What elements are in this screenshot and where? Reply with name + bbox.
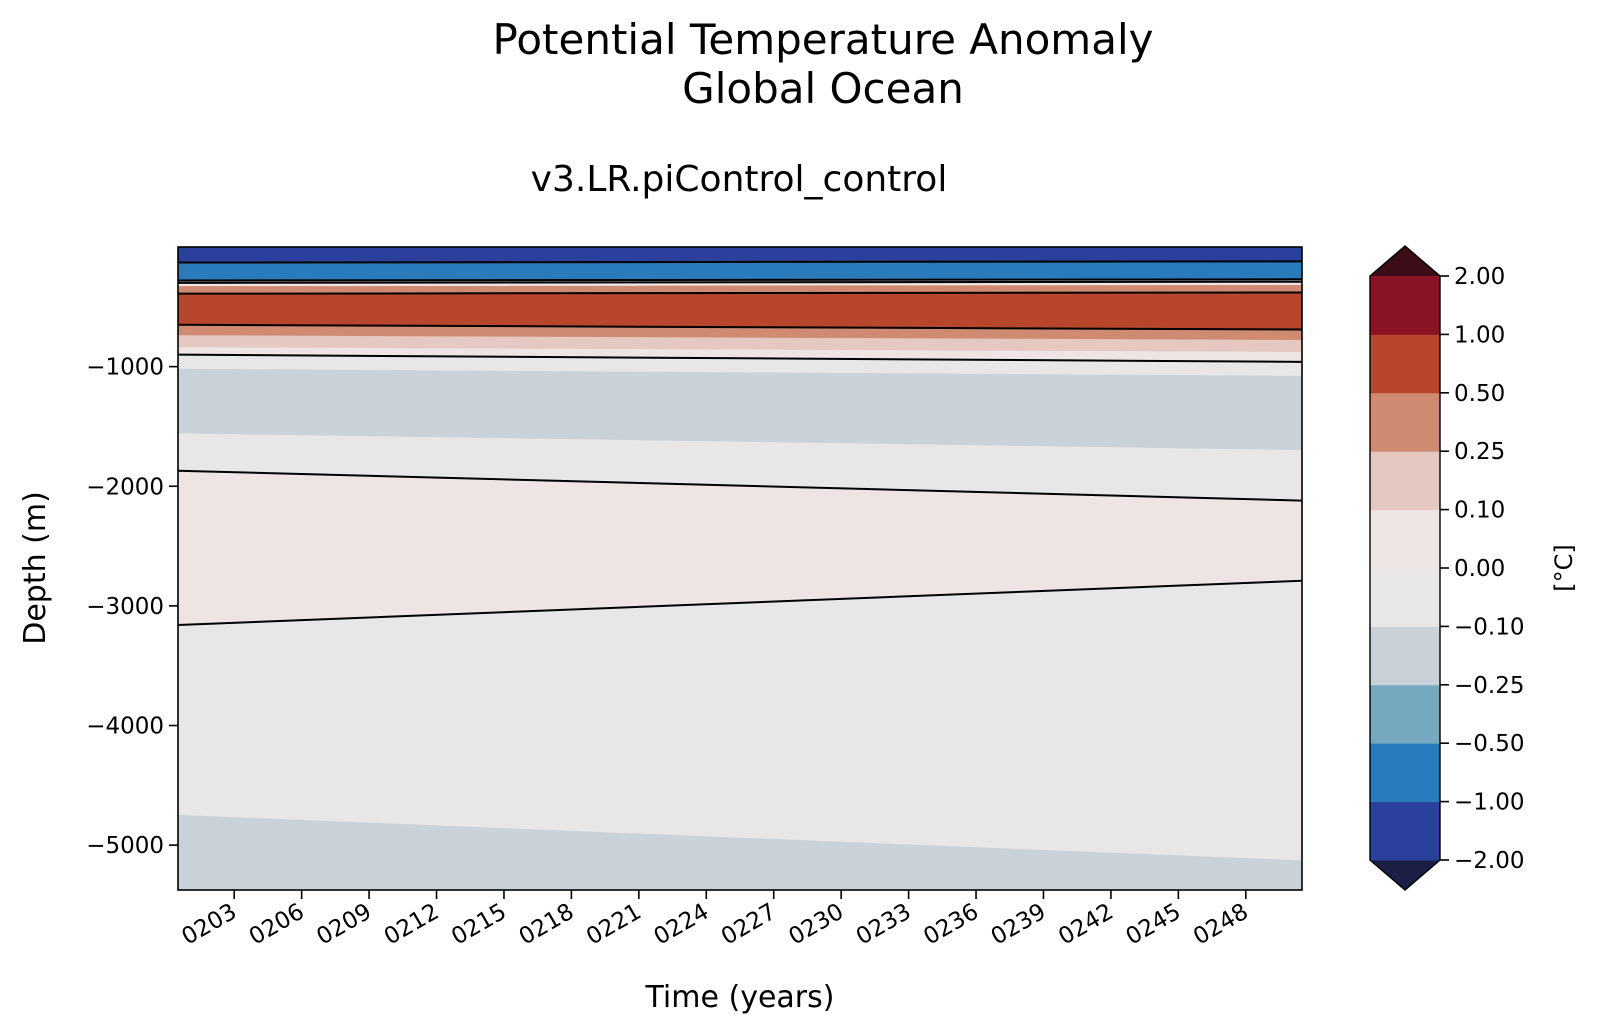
contour-line-1 (177, 278, 1303, 282)
colorbar-tick-label-3: −0.25 (1454, 673, 1524, 699)
x-tick-label-12: 0239 (987, 899, 1051, 951)
colorbar: −2.00 −1.00 −0.50 −0.25 −0.10 0.00 0.10 0.25 0.5… (1369, 245, 1524, 891)
band-1 (177, 261, 1303, 281)
colorbar-tick-label-5: 0.00 (1454, 556, 1505, 582)
x-tick-label-6: 0221 (582, 899, 646, 951)
y-tick-label-1: −2000 (86, 474, 164, 500)
colorbar-segment-4 (1370, 568, 1440, 627)
x-tick-label-0: 0203 (177, 899, 241, 951)
x-tick-label-5: 0218 (515, 899, 579, 951)
x-tick-label-8: 0227 (717, 899, 781, 951)
x-tick-label-10: 0233 (852, 899, 916, 951)
colorbar-tick-label-1: −1.00 (1454, 790, 1524, 816)
plot-frame (177, 246, 1303, 891)
colorbar-tick-label-8: 0.50 (1454, 381, 1505, 407)
x-axis: 0203 0206 0209 0212 0215 0218 0221 0224 0227 0230… (177, 890, 1253, 951)
band-5 (177, 292, 1303, 330)
y-tick-label-4: −5000 (86, 833, 164, 859)
colorbar-tick-label-2: −0.50 (1454, 731, 1524, 757)
colorbar-segment-0 (1370, 801, 1440, 861)
chart-title: Potential Temperature Anomaly (493, 15, 1154, 64)
x-tick-label-2: 0209 (312, 899, 376, 951)
colorbar-segment-6 (1370, 451, 1440, 511)
y-axis: −1000 −2000 −3000 −4000 −5000 (86, 355, 178, 859)
contour-line-3 (177, 291, 1303, 295)
colorbar-segment-2 (1370, 684, 1440, 744)
y-tick-label-0: −1000 (86, 355, 164, 381)
run-label: v3.LR.piControl_control (531, 159, 948, 200)
plot-area (177, 246, 1303, 891)
colorbar-tick-label-4: −0.10 (1454, 614, 1524, 640)
x-tick-label-11: 0236 (919, 899, 983, 951)
chart-subtitle: Global Ocean (682, 64, 964, 113)
band-0 (177, 246, 1303, 263)
x-tick-label-3: 0212 (380, 899, 444, 951)
colorbar-tick-label-7: 0.25 (1454, 439, 1505, 465)
y-axis-label: Depth (m) (18, 491, 53, 645)
colorbar-segment-8 (1370, 334, 1440, 394)
contour-line-5 (177, 353, 1303, 363)
contour-line-7 (177, 579, 1303, 627)
contour-line-2 (177, 280, 1303, 284)
y-tick-label-2: −3000 (86, 594, 164, 620)
colorbar-segment-7 (1370, 392, 1440, 452)
x-tick-label-15: 0248 (1189, 899, 1253, 951)
colorbar-tick-label-10: 2.00 (1454, 264, 1505, 290)
x-tick-label-1: 0206 (245, 899, 309, 951)
contour-line-0 (177, 260, 1303, 264)
colorbar-tick-label-9: 1.00 (1454, 322, 1505, 348)
colorbar-over-arrow (1370, 246, 1440, 276)
band-13 (177, 580, 1303, 862)
colorbar-segment-5 (1370, 509, 1440, 569)
colorbar-under-arrow (1370, 860, 1440, 890)
y-tick-label-3: −4000 (86, 714, 164, 740)
x-tick-label-14: 0245 (1122, 899, 1186, 951)
colorbar-label: [°C] (1550, 544, 1578, 591)
colorbar-tick-label-6: 0.10 (1454, 498, 1505, 524)
x-tick-label-4: 0215 (447, 899, 511, 951)
x-tick-label-9: 0230 (784, 899, 848, 951)
contour-line-4 (177, 323, 1303, 331)
colorbar-segment-9 (1370, 276, 1440, 335)
colorbar-tick-label-0: −2.00 (1454, 848, 1524, 874)
contour-line-6 (177, 469, 1303, 502)
x-tick-label-7: 0224 (650, 899, 714, 951)
colorbar-segment-1 (1370, 743, 1440, 803)
x-tick-label-13: 0242 (1054, 899, 1118, 951)
x-axis-label: Time (years) (645, 980, 835, 1015)
colorbar-segment-3 (1370, 626, 1440, 686)
